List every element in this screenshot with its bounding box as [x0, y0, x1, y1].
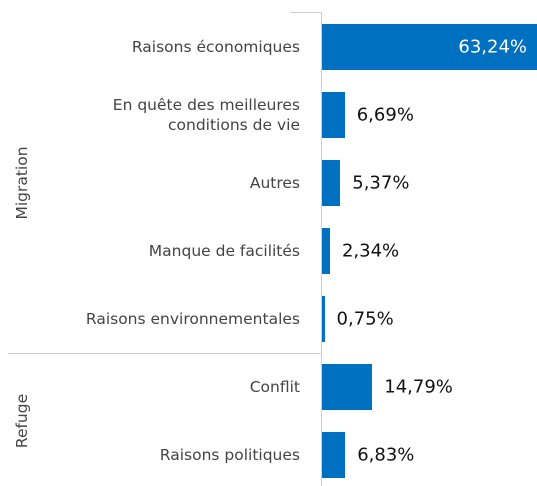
- category-label: Conflit: [249, 378, 300, 396]
- category-label: Autres: [249, 174, 300, 192]
- value-label: 6,83%: [357, 444, 415, 466]
- bar: [322, 92, 345, 138]
- category-label: En quête des meilleures conditions de vi…: [112, 96, 300, 134]
- top-rule: [290, 12, 322, 13]
- bar: [322, 432, 346, 478]
- category-label: Raisons économiques: [131, 38, 300, 56]
- value-label: 14,79%: [384, 376, 453, 398]
- group-label: Migration: [13, 146, 31, 220]
- bar: [322, 160, 341, 206]
- group-separator: [8, 353, 322, 354]
- value-label: 2,34%: [341, 240, 400, 262]
- value-label: 5,37%: [352, 172, 410, 194]
- value-label: 0,75%: [336, 308, 394, 330]
- value-label: 63,24%: [458, 36, 528, 58]
- axis-line: [321, 12, 322, 486]
- bar: [322, 364, 373, 410]
- bar: [322, 24, 537, 70]
- bar: [322, 296, 325, 342]
- value-label: 6,69%: [356, 104, 414, 126]
- bar: [322, 228, 330, 274]
- category-label: Raisons environnementales: [85, 310, 300, 328]
- category-label: Raisons politiques: [159, 446, 300, 464]
- group-label: Refuge: [13, 393, 31, 449]
- category-label: Manque de facilités: [148, 242, 300, 260]
